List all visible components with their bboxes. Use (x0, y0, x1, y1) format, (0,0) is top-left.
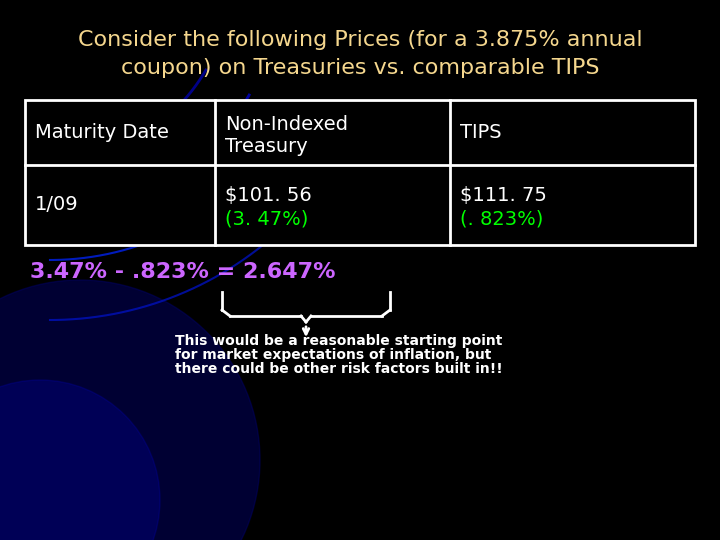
Text: for market expectations of inflation, but: for market expectations of inflation, bu… (175, 348, 491, 362)
Text: $111. 75: $111. 75 (460, 186, 547, 205)
Text: there could be other risk factors built in!!: there could be other risk factors built … (175, 362, 503, 376)
Text: $101. 56: $101. 56 (225, 186, 312, 205)
Text: Consider the following Prices (for a 3.875% annual: Consider the following Prices (for a 3.8… (78, 30, 642, 50)
Text: Non-Indexed: Non-Indexed (225, 115, 348, 134)
Bar (25, 100, 695, 245)
Text: Maturity Date: Maturity Date (35, 123, 169, 142)
Text: (3. 47%): (3. 47%) (225, 210, 308, 228)
Text: (. 823%): (. 823%) (460, 210, 544, 228)
Circle shape (0, 280, 260, 540)
Circle shape (0, 380, 160, 540)
Text: This would be a reasonable starting point: This would be a reasonable starting poin… (175, 334, 503, 348)
Text: 1/09: 1/09 (35, 195, 78, 214)
Text: 3.47% - .823% = 2.647%: 3.47% - .823% = 2.647% (30, 262, 336, 282)
Text: Treasury: Treasury (225, 137, 307, 156)
Text: coupon) on Treasuries vs. comparable TIPS: coupon) on Treasuries vs. comparable TIP… (121, 58, 599, 78)
Text: TIPS: TIPS (460, 123, 502, 142)
